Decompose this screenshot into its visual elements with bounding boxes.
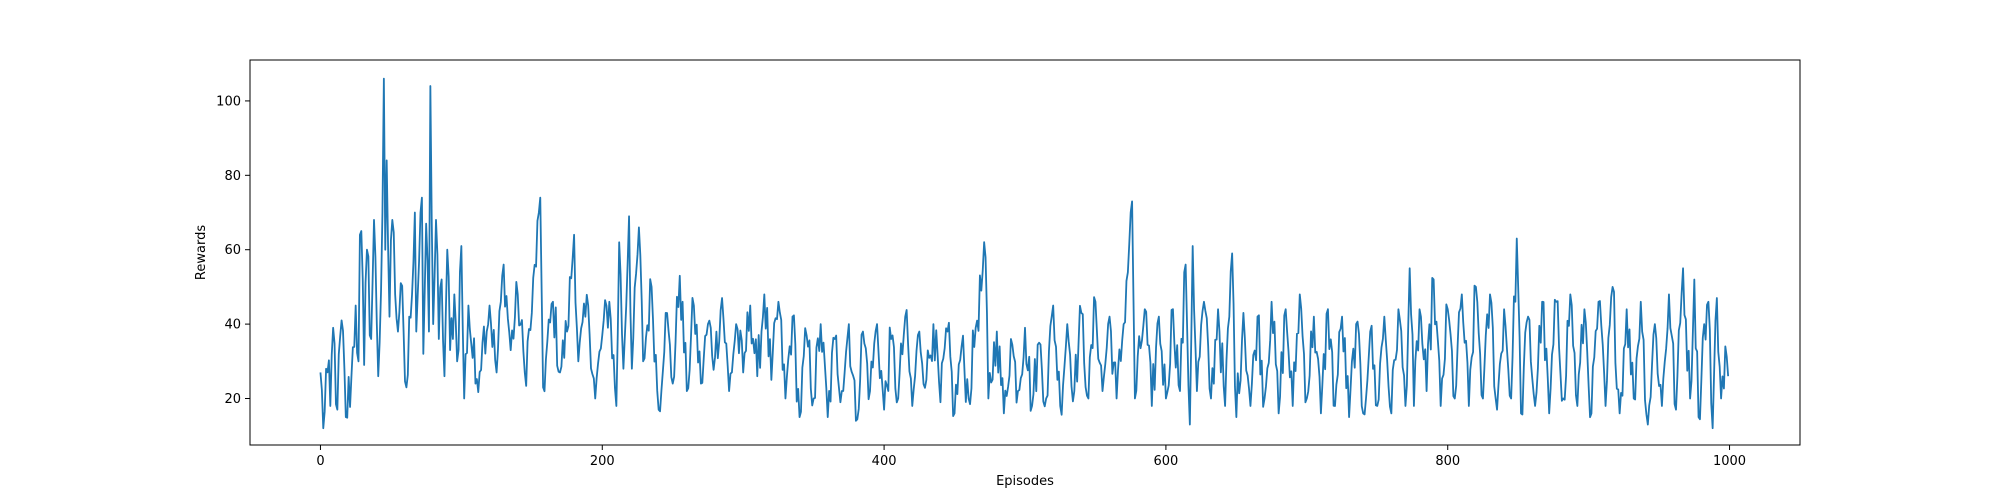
y-tick-label: 60 [224, 243, 241, 258]
rewards-series-line [319, 77, 1730, 430]
x-axis-label: Episodes [996, 474, 1054, 489]
plot-area [250, 60, 1800, 445]
x-tick-label: 200 [590, 454, 615, 469]
y-axis-ticks: 20 40 60 80 100 [216, 94, 250, 407]
y-tick-label: 100 [216, 94, 241, 109]
y-tick-label: 80 [224, 169, 241, 184]
y-axis-label: Rewards [194, 225, 209, 280]
y-tick-label: 40 [224, 318, 241, 333]
x-tick-label: 1000 [1713, 454, 1746, 469]
plot-frame [249, 59, 1801, 446]
x-tick-label: 600 [1153, 454, 1178, 469]
x-tick-label: 400 [872, 454, 897, 469]
y-tick-label: 20 [224, 392, 241, 407]
x-tick-label: 0 [316, 454, 324, 469]
x-tick-label: 800 [1435, 454, 1460, 469]
x-axis-ticks: 0 200 400 600 800 1000 [316, 445, 1746, 469]
